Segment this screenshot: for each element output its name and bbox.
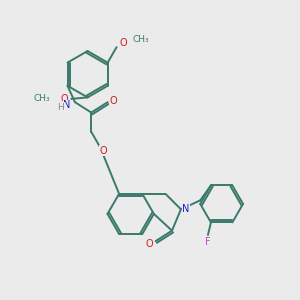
Text: N: N (63, 100, 70, 110)
Text: O: O (100, 146, 108, 156)
Text: H: H (58, 103, 64, 112)
Text: N: N (182, 204, 190, 214)
Text: F: F (205, 237, 211, 247)
Text: O: O (110, 96, 117, 106)
Text: O: O (119, 38, 127, 48)
Text: CH₃: CH₃ (133, 35, 149, 44)
Text: O: O (146, 239, 154, 249)
Text: O: O (61, 94, 68, 104)
Text: CH₃: CH₃ (34, 94, 50, 103)
